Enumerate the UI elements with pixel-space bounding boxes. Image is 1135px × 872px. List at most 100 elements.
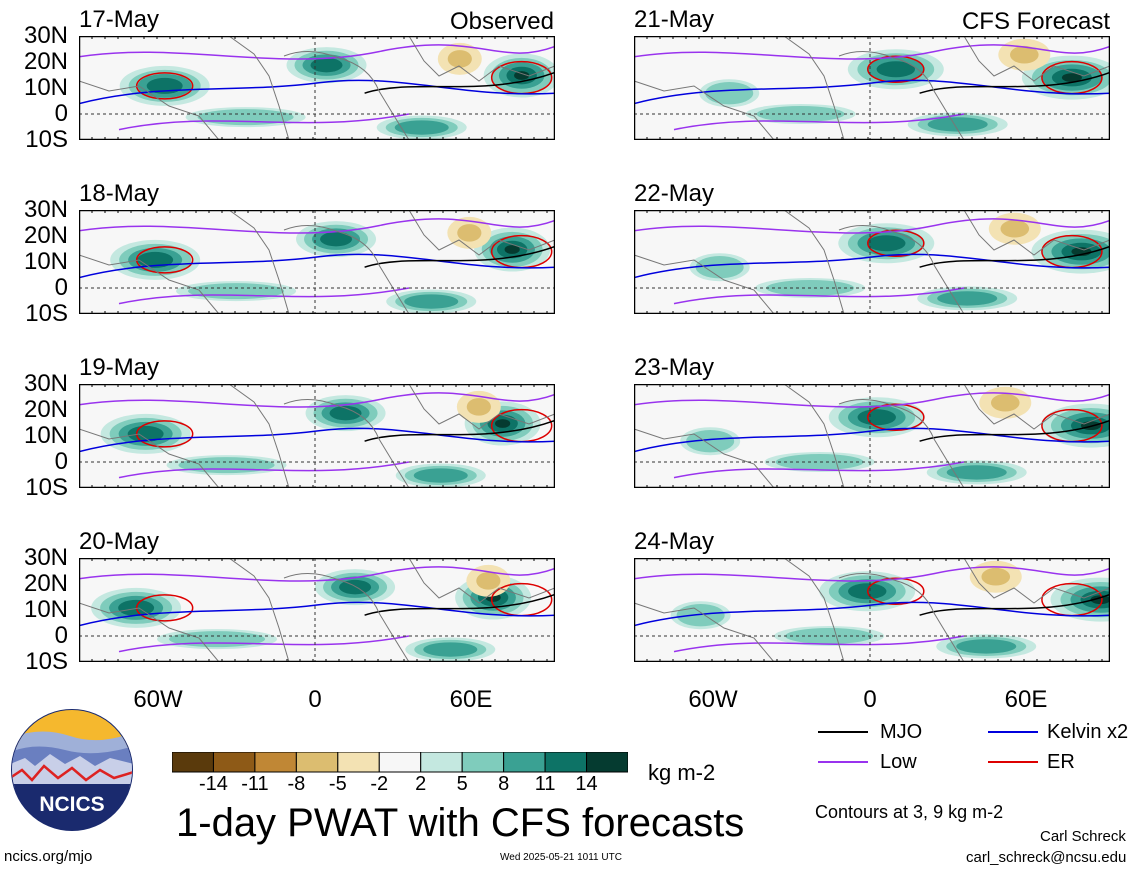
footer-timestamp: Wed 2025-05-21 1011 UTC (500, 852, 622, 863)
colorbar-swatch (420, 752, 463, 773)
colorbar-tick-label: 5 (456, 773, 468, 795)
footer-url: ncics.org/mjo (4, 848, 93, 865)
map-panel-observed-2 (79, 210, 555, 314)
lat-label-row2-4: 10S (25, 300, 68, 327)
mjo-contour (919, 71, 1110, 94)
map-panel-observed-4 (79, 558, 555, 662)
map-frame (634, 384, 1110, 488)
coastline (228, 36, 290, 140)
map-frame (79, 558, 555, 662)
map-frame (634, 558, 1110, 662)
coastline (783, 210, 845, 314)
coastline (79, 254, 220, 314)
low-contour (118, 287, 410, 305)
low-contour (79, 218, 555, 234)
lat-label-row4-1: 20N (23, 570, 68, 597)
coastline (963, 210, 1110, 256)
kelvin-contour (634, 601, 1110, 627)
wet-anomaly (423, 642, 478, 657)
wet-anomaly (705, 82, 754, 105)
coastline (283, 225, 410, 314)
wet-anomaly (956, 639, 1017, 654)
colorbar-swatch (337, 752, 380, 773)
coastline (79, 602, 220, 662)
wet-anomaly (686, 430, 735, 453)
panel-date-left-3: 19-May (79, 354, 160, 381)
lat-label-row1-0: 30N (23, 22, 68, 49)
kelvin-contour (79, 79, 555, 105)
colorbar-tick-label: -2 (370, 773, 389, 795)
legend-line-low (818, 761, 868, 763)
panel-date-right-2: 22-May (634, 180, 715, 207)
wet-anomaly (1061, 73, 1082, 82)
mjo-contour (364, 245, 555, 268)
lat-label-row4-3: 0 (54, 622, 68, 649)
lat-label-row1-3: 0 (54, 100, 68, 127)
wet-anomaly (310, 57, 343, 73)
low-contour (673, 113, 965, 131)
wet-anomaly (695, 256, 744, 279)
ncics-logo-text: NCICS (39, 793, 104, 816)
wet-anomaly (329, 405, 362, 421)
map-panel-forecast-2 (634, 210, 1110, 314)
dry-anomaly (457, 224, 482, 242)
lat-label-row2-1: 20N (23, 222, 68, 249)
coastline (634, 80, 775, 140)
low-contour (118, 635, 410, 653)
panel-date-right-4: 24-May (634, 528, 715, 555)
wet-anomaly (937, 291, 998, 306)
colorbar-tick-label: 2 (415, 773, 427, 795)
lon-label-60w-right: 60W (688, 686, 738, 713)
wet-anomaly (946, 465, 1007, 480)
lon-label-0-right: 0 (863, 686, 877, 713)
colorbar-swatch (544, 752, 588, 773)
colorbar-swatch (461, 752, 505, 773)
colorbar-swatch (254, 752, 297, 773)
dry-anomaly (1010, 45, 1039, 64)
colorbar-tick-label: -5 (328, 773, 347, 795)
coastline (838, 225, 965, 314)
lat-label-row3-4: 10S (25, 474, 68, 501)
wet-anomaly (514, 71, 530, 80)
mjo-contour (919, 419, 1110, 442)
wet-anomaly (867, 235, 906, 252)
colorbar-swatch (212, 752, 256, 773)
legend-label-low: Low (880, 751, 917, 773)
coastline (228, 384, 290, 488)
colorbar-swatch (295, 752, 339, 773)
wet-anomaly (775, 454, 864, 470)
coastline (963, 36, 1110, 82)
panel-label-observed: Observed (449, 8, 554, 35)
legend-line-mjo (818, 731, 868, 733)
wet-anomaly (504, 245, 520, 254)
legend-label-kelvin: Kelvin x2 (1047, 721, 1129, 743)
dry-anomaly (447, 50, 472, 68)
map-panel-forecast-3 (634, 384, 1110, 488)
kelvin-contour (634, 427, 1110, 453)
lat-label-row4-2: 10N (23, 596, 68, 623)
low-contour (79, 392, 555, 408)
dry-anomaly (1000, 219, 1030, 238)
map-panel-forecast-4 (634, 558, 1110, 662)
wet-anomaly (320, 231, 353, 247)
low-contour (634, 566, 1110, 582)
map-frame (634, 36, 1110, 140)
map-panel-observed-3 (79, 384, 555, 488)
kelvin-contour (634, 79, 1110, 105)
lat-label-row1-4: 10S (25, 126, 68, 153)
lat-label-row3-1: 20N (23, 396, 68, 423)
colorbar-tick-label: -8 (287, 773, 306, 795)
map-frame (79, 210, 555, 314)
coastline (408, 36, 555, 82)
map-frame (79, 36, 555, 140)
coastline (634, 602, 775, 662)
coastline (634, 254, 775, 314)
mjo-contour (364, 71, 555, 94)
low-contour (673, 635, 965, 653)
wet-anomaly (785, 628, 874, 644)
legend-label-er: ER (1047, 751, 1075, 773)
coastline (783, 384, 845, 488)
colorbar (172, 752, 628, 773)
low-contour (673, 287, 965, 305)
mjo-contour (919, 593, 1110, 616)
